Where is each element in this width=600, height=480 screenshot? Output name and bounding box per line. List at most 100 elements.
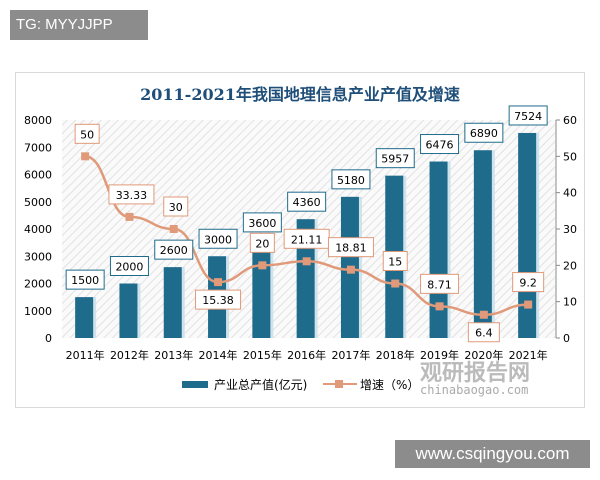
legend-bar-label: 产业总产值(亿元) <box>214 377 307 392</box>
y-right-tick-label: 20 <box>563 259 577 272</box>
bar-data-label-box <box>464 122 504 143</box>
bar-data-label: 1500 <box>71 274 99 287</box>
y-right-tick-label: 40 <box>563 187 577 200</box>
y-right-tick-label: 0 <box>563 332 570 345</box>
y-left-tick-label: 2000 <box>24 278 52 291</box>
growth-marker <box>214 278 223 287</box>
growth-data-label-box <box>195 289 242 310</box>
bar <box>252 239 271 338</box>
bar-data-label: 2000 <box>115 261 143 274</box>
bar-data-label-box <box>287 191 327 212</box>
growth-data-label: 15.38 <box>202 294 234 307</box>
y-left-tick-label: 1000 <box>24 305 52 318</box>
growth-data-label: 33.33 <box>116 189 148 202</box>
growth-line <box>84 155 529 316</box>
bar-data-label: 4360 <box>293 196 321 209</box>
bar-data-label: 2600 <box>160 244 188 257</box>
x-tick-label: 2016年 <box>287 348 326 362</box>
tag-label: TG: MYYJJPP <box>10 10 148 40</box>
bar <box>163 267 182 338</box>
bar-data-label: 3000 <box>204 233 232 246</box>
bar-data-label: 3600 <box>248 217 276 230</box>
y-left-tick-label: 4000 <box>24 223 52 236</box>
bar <box>473 150 492 338</box>
x-tick-label: 2019年 <box>420 348 459 362</box>
growth-marker <box>435 302 444 311</box>
bar-data-label-box <box>375 148 415 169</box>
growth-marker <box>346 265 355 274</box>
growth-marker <box>169 225 178 233</box>
x-tick-label: 2012年 <box>110 348 149 362</box>
bar-data-label-box <box>198 228 238 249</box>
x-tick-label: 2017年 <box>331 348 370 362</box>
bar <box>296 219 315 338</box>
legend-line-marker <box>335 380 343 388</box>
y-right-tick-label: 30 <box>563 223 577 236</box>
growth-data-label-box <box>382 251 408 271</box>
watermark-url: chinabaogao.com <box>420 383 529 397</box>
legend: 产业总产值(亿元) 增速（%） <box>182 377 419 392</box>
bar-data-label-box <box>420 134 460 155</box>
y-right-tick-label: 60 <box>563 114 577 127</box>
y-right-tick-label: 10 <box>563 296 577 309</box>
y-left-tick-label: 0 <box>45 332 52 345</box>
growth-marker <box>125 212 134 221</box>
x-tick-label: 2015年 <box>243 348 282 362</box>
growth-data-label: 9.2 <box>519 277 537 290</box>
growth-data-label-box <box>467 322 500 343</box>
bar-data-label: 6476 <box>426 139 454 152</box>
growth-marker <box>524 300 533 309</box>
growth-marker <box>391 279 400 288</box>
growth-data-label-box <box>327 237 374 258</box>
chart-frame <box>15 72 585 408</box>
chart-title: 2011-2021年我国地理信息产业产值及增速 <box>140 85 460 104</box>
growth-data-label: 8.71 <box>427 278 452 291</box>
bar-data-label-box <box>65 269 105 290</box>
bar-data-label-box <box>331 169 371 190</box>
y-left-tick-label: 5000 <box>24 196 52 209</box>
growth-data-label: 20 <box>255 237 269 250</box>
x-tick-label: 2021年 <box>509 348 548 362</box>
growth-data-label-box <box>512 272 545 293</box>
growth-marker <box>479 310 488 319</box>
watermark-logo: 观研报告网 <box>420 361 531 386</box>
growth-marker <box>302 257 311 266</box>
growth-data-label: 15 <box>388 256 402 269</box>
y-left-tick-label: 3000 <box>24 250 52 263</box>
bar-data-label-box <box>109 256 149 276</box>
legend-bar-swatch <box>182 381 208 388</box>
legend-line-label: 增速（%） <box>360 378 419 392</box>
bar-data-label: 6890 <box>470 127 498 140</box>
growth-data-label-box <box>420 273 460 294</box>
y-left-tick-label: 7000 <box>24 141 52 154</box>
growth-data-label: 6.4 <box>475 327 493 340</box>
growth-data-label-box <box>249 232 275 253</box>
growth-data-label: 21.11 <box>291 233 323 246</box>
growth-data-label-box <box>74 123 100 144</box>
y-left-tick-label: 8000 <box>24 114 52 127</box>
bar <box>119 283 138 338</box>
bar-data-label-box <box>154 239 194 260</box>
bar-data-label: 7524 <box>514 110 542 123</box>
x-tick-label: 2018年 <box>376 348 415 362</box>
bar-data-label-box <box>242 212 282 233</box>
bar <box>429 161 448 338</box>
bar-data-label: 5180 <box>337 174 365 187</box>
bar <box>75 297 94 338</box>
growth-marker <box>258 261 267 270</box>
bar-data-label-box <box>508 105 548 126</box>
x-tick-label: 2013年 <box>154 348 193 362</box>
x-tick-label: 2020年 <box>464 348 503 362</box>
growth-data-label-box <box>108 184 155 205</box>
growth-data-label: 18.81 <box>335 242 367 255</box>
growth-marker <box>81 152 90 161</box>
growth-data-label: 30 <box>169 201 183 214</box>
growth-data-label-box <box>163 196 189 217</box>
bar-data-label: 5957 <box>381 153 409 166</box>
site-label: www.csqingyou.com <box>395 440 590 468</box>
growth-data-label: 50 <box>80 128 94 141</box>
x-tick-label: 2014年 <box>199 348 238 362</box>
y-right-tick-label: 50 <box>563 150 577 163</box>
y-left-tick-label: 6000 <box>24 169 52 182</box>
